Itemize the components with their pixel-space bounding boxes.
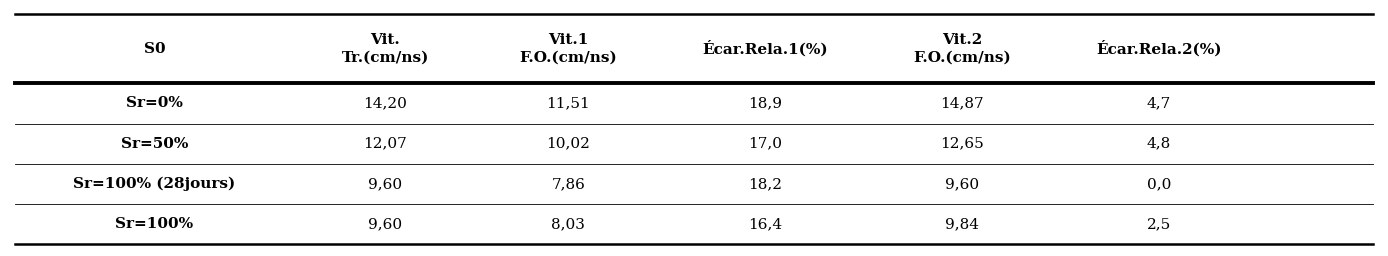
Text: 4,8: 4,8 <box>1146 137 1171 151</box>
Text: Vit.1
F.O.(cm/ns): Vit.1 F.O.(cm/ns) <box>519 33 618 64</box>
Text: Écar.Rela.1(%): Écar.Rela.1(%) <box>702 40 829 57</box>
Text: 11,51: 11,51 <box>547 96 590 110</box>
Text: 9,60: 9,60 <box>945 177 979 191</box>
Text: 7,86: 7,86 <box>551 177 586 191</box>
Text: 0,0: 0,0 <box>1146 177 1171 191</box>
Text: 12,65: 12,65 <box>940 137 984 151</box>
Text: S0: S0 <box>143 42 165 56</box>
Text: 9,60: 9,60 <box>368 217 403 231</box>
Text: Sr=50%: Sr=50% <box>121 137 189 151</box>
Text: Vit.2
F.O.(cm/ns): Vit.2 F.O.(cm/ns) <box>913 33 1010 64</box>
Text: 10,02: 10,02 <box>547 137 590 151</box>
Text: Écar.Rela.2(%): Écar.Rela.2(%) <box>1097 40 1221 57</box>
Text: 16,4: 16,4 <box>748 217 783 231</box>
Text: 17,0: 17,0 <box>748 137 783 151</box>
Text: 18,9: 18,9 <box>748 96 783 110</box>
Text: Vit.
Tr.(cm/ns): Vit. Tr.(cm/ns) <box>341 33 429 64</box>
Text: 12,07: 12,07 <box>364 137 407 151</box>
Text: 2,5: 2,5 <box>1146 217 1171 231</box>
Text: 18,2: 18,2 <box>748 177 783 191</box>
Text: 9,84: 9,84 <box>945 217 979 231</box>
Text: 9,60: 9,60 <box>368 177 403 191</box>
Text: 14,87: 14,87 <box>940 96 984 110</box>
Text: 8,03: 8,03 <box>551 217 586 231</box>
Text: 4,7: 4,7 <box>1146 96 1171 110</box>
Text: Sr=0%: Sr=0% <box>126 96 183 110</box>
Text: 14,20: 14,20 <box>364 96 407 110</box>
Text: Sr=100%: Sr=100% <box>115 217 193 231</box>
Text: Sr=100% (28jours): Sr=100% (28jours) <box>74 177 236 191</box>
